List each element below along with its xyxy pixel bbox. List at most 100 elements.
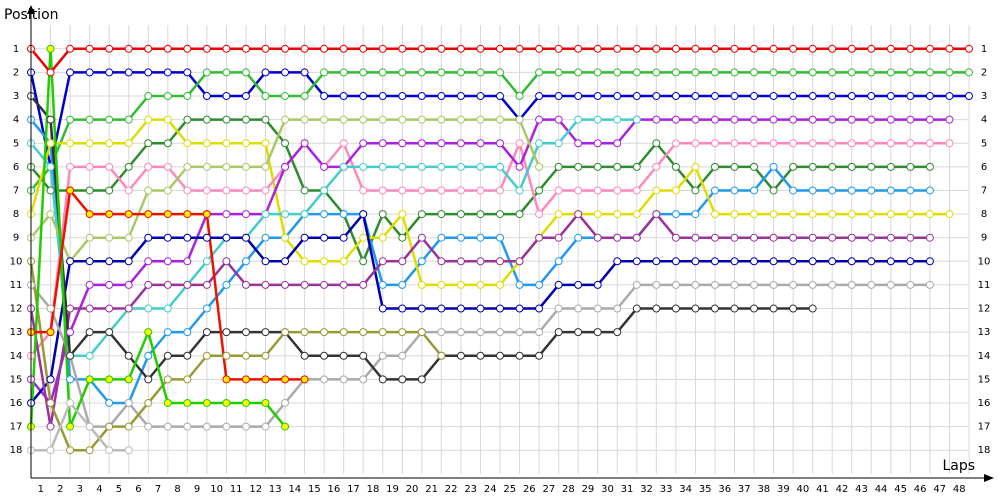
lap-marker xyxy=(144,68,153,77)
lap-marker xyxy=(515,115,524,124)
lap-marker xyxy=(925,233,934,242)
lap-marker xyxy=(828,92,837,101)
lap-marker xyxy=(456,115,465,124)
y-tick-label-right: 18 xyxy=(978,445,991,456)
lap-marker xyxy=(281,92,290,101)
lap-marker xyxy=(398,115,407,124)
x-tick-label: 16 xyxy=(328,484,341,495)
lap-marker xyxy=(730,186,739,195)
lap-marker xyxy=(437,68,446,77)
lap-marker xyxy=(456,162,465,171)
lap-marker xyxy=(574,328,583,337)
y-tick-label-right: 13 xyxy=(978,327,991,338)
lap-marker xyxy=(886,257,895,266)
lap-marker xyxy=(261,375,270,384)
lap-marker xyxy=(417,210,426,219)
lap-marker xyxy=(847,115,856,124)
lap-marker xyxy=(496,139,504,148)
lap-marker xyxy=(417,280,426,289)
lap-marker xyxy=(632,115,641,124)
lap-marker xyxy=(730,115,739,124)
lap-marker xyxy=(671,68,680,77)
lap-marker xyxy=(202,398,211,407)
lap-marker xyxy=(496,210,504,219)
lap-marker xyxy=(750,233,759,242)
lap-marker xyxy=(593,44,602,53)
lap-marker xyxy=(730,210,739,219)
lap-marker xyxy=(789,186,798,195)
lap-marker xyxy=(300,186,309,195)
lap-marker xyxy=(300,280,309,289)
y-tick-label: 14 xyxy=(10,351,23,362)
lap-marker xyxy=(613,328,622,337)
lap-marker xyxy=(867,92,876,101)
lap-marker xyxy=(574,304,583,313)
y-tick-label-right: 7 xyxy=(981,185,987,196)
lap-marker xyxy=(554,139,563,148)
lap-marker xyxy=(476,139,485,148)
lap-marker xyxy=(183,328,192,337)
lap-marker xyxy=(828,233,837,242)
lap-marker xyxy=(46,446,55,455)
lap-marker xyxy=(691,92,700,101)
lap-marker xyxy=(300,115,309,124)
lap-marker xyxy=(632,186,641,195)
lap-marker xyxy=(417,68,426,77)
lap-marker xyxy=(808,280,817,289)
x-tick-label: 38 xyxy=(757,484,770,495)
lap-marker xyxy=(378,257,387,266)
lap-marker xyxy=(867,280,876,289)
lap-marker xyxy=(359,44,368,53)
x-tick-label: 35 xyxy=(699,484,712,495)
lap-marker xyxy=(652,139,661,148)
lap-marker xyxy=(808,68,817,77)
lap-marker xyxy=(710,257,719,266)
lap-marker xyxy=(320,115,329,124)
lap-marker xyxy=(808,257,817,266)
lap-marker xyxy=(886,139,895,148)
lap-marker xyxy=(906,233,915,242)
lap-marker xyxy=(163,422,172,431)
lap-marker xyxy=(202,186,211,195)
lap-marker xyxy=(378,186,387,195)
lap-marker xyxy=(632,68,641,77)
lap-marker xyxy=(456,257,465,266)
x-tick-label: 27 xyxy=(542,484,555,495)
lap-marker xyxy=(847,162,856,171)
lap-marker xyxy=(339,92,348,101)
lap-marker xyxy=(378,139,387,148)
x-tick-label: 20 xyxy=(406,484,419,495)
lap-marker xyxy=(202,257,211,266)
x-tick-label: 26 xyxy=(523,484,536,495)
lap-marker xyxy=(398,210,407,219)
lap-marker xyxy=(593,68,602,77)
lap-marker xyxy=(456,186,465,195)
y-tick-label: 13 xyxy=(10,327,23,338)
lap-marker xyxy=(613,139,622,148)
lap-marker xyxy=(906,68,915,77)
lap-marker xyxy=(144,304,153,313)
lap-marker xyxy=(710,280,719,289)
lap-marker xyxy=(261,162,270,171)
plot xyxy=(27,44,973,455)
lap-marker xyxy=(652,280,661,289)
lap-marker xyxy=(613,257,622,266)
lap-marker xyxy=(710,162,719,171)
lap-marker xyxy=(378,44,387,53)
lap-marker xyxy=(339,375,348,384)
lap-marker xyxy=(398,139,407,148)
lap-marker xyxy=(535,68,544,77)
lap-marker xyxy=(144,210,153,219)
lap-marker xyxy=(398,304,407,313)
lap-marker xyxy=(965,44,973,53)
lap-marker xyxy=(241,44,250,53)
lap-marker xyxy=(105,210,114,219)
lap-marker xyxy=(769,139,778,148)
lap-marker xyxy=(163,351,172,360)
lap-marker xyxy=(574,162,583,171)
lap-marker xyxy=(867,257,876,266)
lap-marker xyxy=(144,92,153,101)
lap-marker xyxy=(906,162,915,171)
lap-marker xyxy=(359,115,368,124)
lap-marker xyxy=(202,68,211,77)
